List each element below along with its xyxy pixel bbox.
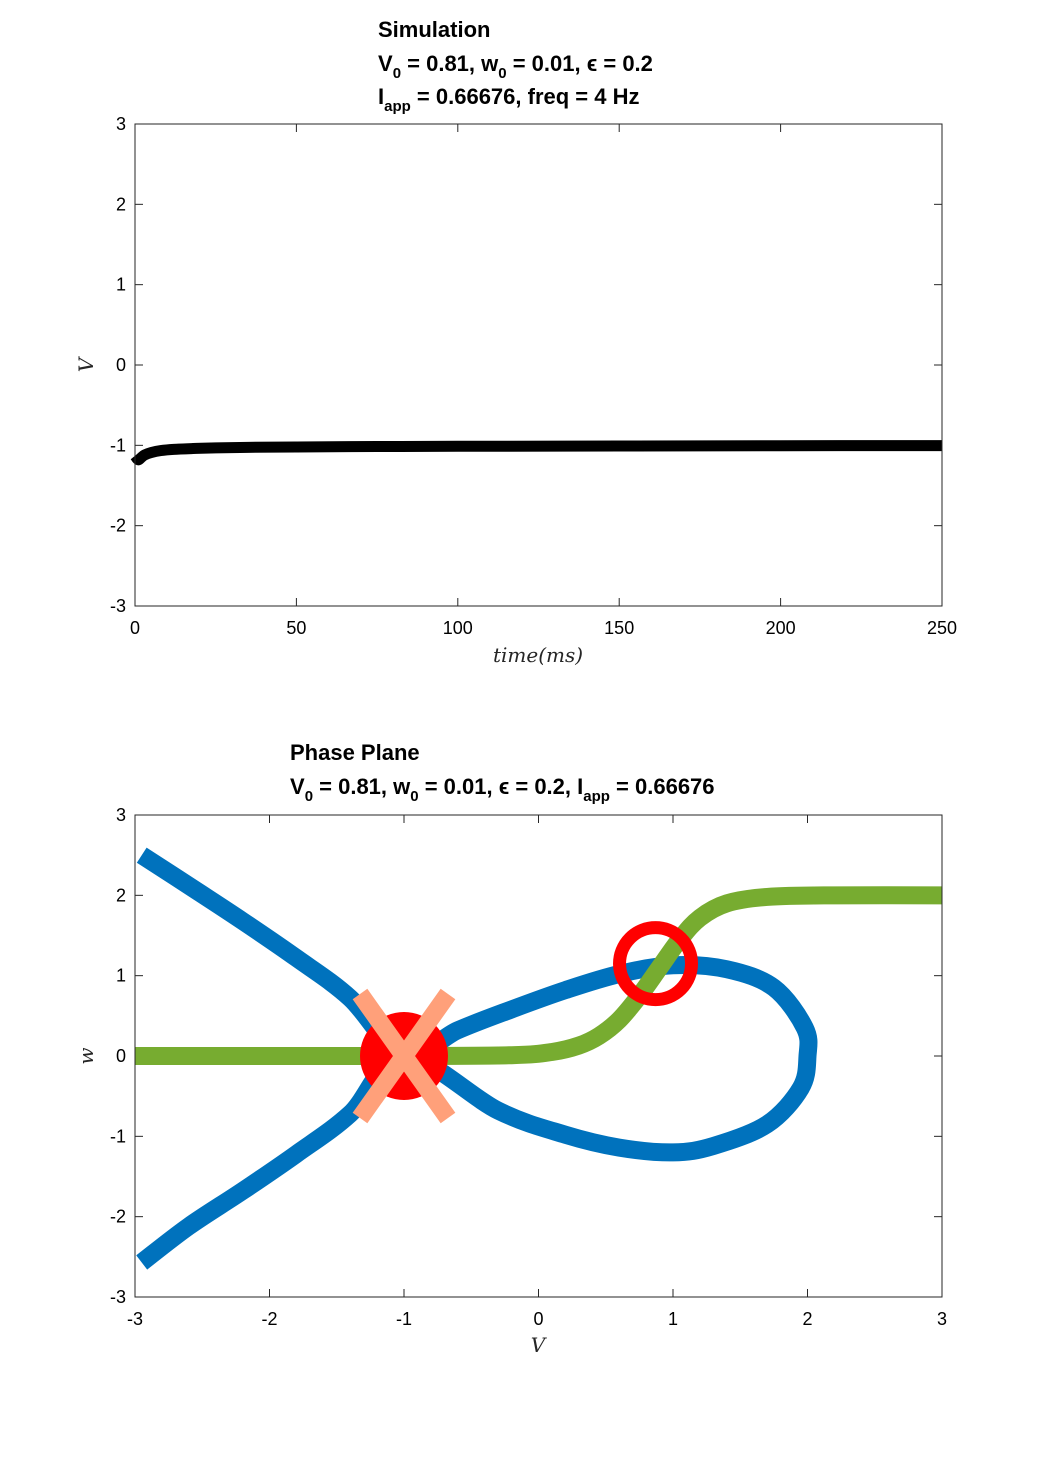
voltage-trace-line <box>130 440 943 466</box>
simulation-chart: Simulation V0 = 0.81, w0 = 0.01, ϵ = 0.2… <box>74 17 957 667</box>
chart2-xlabel: V <box>531 1333 548 1357</box>
chart2-ytick-label: 0 <box>116 1046 126 1066</box>
chart2-xtick-label: 2 <box>802 1309 812 1329</box>
chart1-title-line3: Iapp = 0.66676, freq = 4 Hz <box>378 84 640 115</box>
equilibrium-x-marker <box>352 988 456 1124</box>
chart2-xtick-label: 0 <box>533 1309 543 1329</box>
chart1-xtick-label: 200 <box>766 618 796 638</box>
chart1-xtick-label: 0 <box>130 618 140 638</box>
chart1-xtick-label: 100 <box>443 618 473 638</box>
chart1-frame <box>134 123 943 607</box>
chart2-plot-area: -3 -2 -1 0 1 2 3 -3 -2 -1 0 1 2 3 <box>110 805 947 1329</box>
chart1-ytick-label: 0 <box>116 355 126 375</box>
chart1-xlabel: time(ms) <box>493 643 583 667</box>
chart1-title-line2: V0 = 0.81, w0 = 0.01, ϵ = 0.2 <box>378 51 653 82</box>
chart1-xtick-label: 50 <box>286 618 306 638</box>
chart2-ytick-label: -2 <box>110 1207 126 1227</box>
chart1-ylabel: V <box>74 355 98 372</box>
chart2-ytick-label: 1 <box>116 966 126 986</box>
chart1-ytick-label: -2 <box>110 516 126 536</box>
chart2-ytick-label: -1 <box>110 1126 126 1146</box>
chart2-ytick-label: 3 <box>116 805 126 825</box>
chart2-title-line1: Phase Plane <box>290 740 420 765</box>
chart1-ytick-label: -1 <box>110 435 126 455</box>
equilibrium-open-marker <box>613 921 699 1007</box>
chart1-ytick-label: 2 <box>116 194 126 214</box>
chart2-ylabel: w <box>74 1047 98 1064</box>
chart2-frame <box>134 814 943 1298</box>
chart2-xtick-label: -1 <box>396 1309 412 1329</box>
phase-plane-chart: Phase Plane V0 = 0.81, w0 = 0.01, ϵ = 0.… <box>74 740 947 1357</box>
w-nullcline-line <box>134 886 943 1066</box>
chart2-title-line2: V0 = 0.81, w0 = 0.01, ϵ = 0.2, Iapp = 0.… <box>290 774 715 805</box>
chart1-xtick-label: 250 <box>927 618 957 638</box>
chart1-plot-area: 0 50 100 150 200 250 -3 -2 -1 0 1 2 3 <box>110 114 957 638</box>
chart2-xtick-label: -2 <box>261 1309 277 1329</box>
chart2-xtick-label: -3 <box>127 1309 143 1329</box>
chart1-ytick-label: 3 <box>116 114 126 134</box>
chart2-xtick-label: 1 <box>668 1309 678 1329</box>
chart1-ytick-label: -3 <box>110 596 126 616</box>
chart1-xtick-label: 150 <box>604 618 634 638</box>
chart1-ytick-label: 1 <box>116 275 126 295</box>
chart2-ytick-label: -3 <box>110 1287 126 1307</box>
chart1-title-line1: Simulation <box>378 17 490 42</box>
chart2-xtick-label: 3 <box>937 1309 947 1329</box>
chart2-ytick-label: 2 <box>116 885 126 905</box>
